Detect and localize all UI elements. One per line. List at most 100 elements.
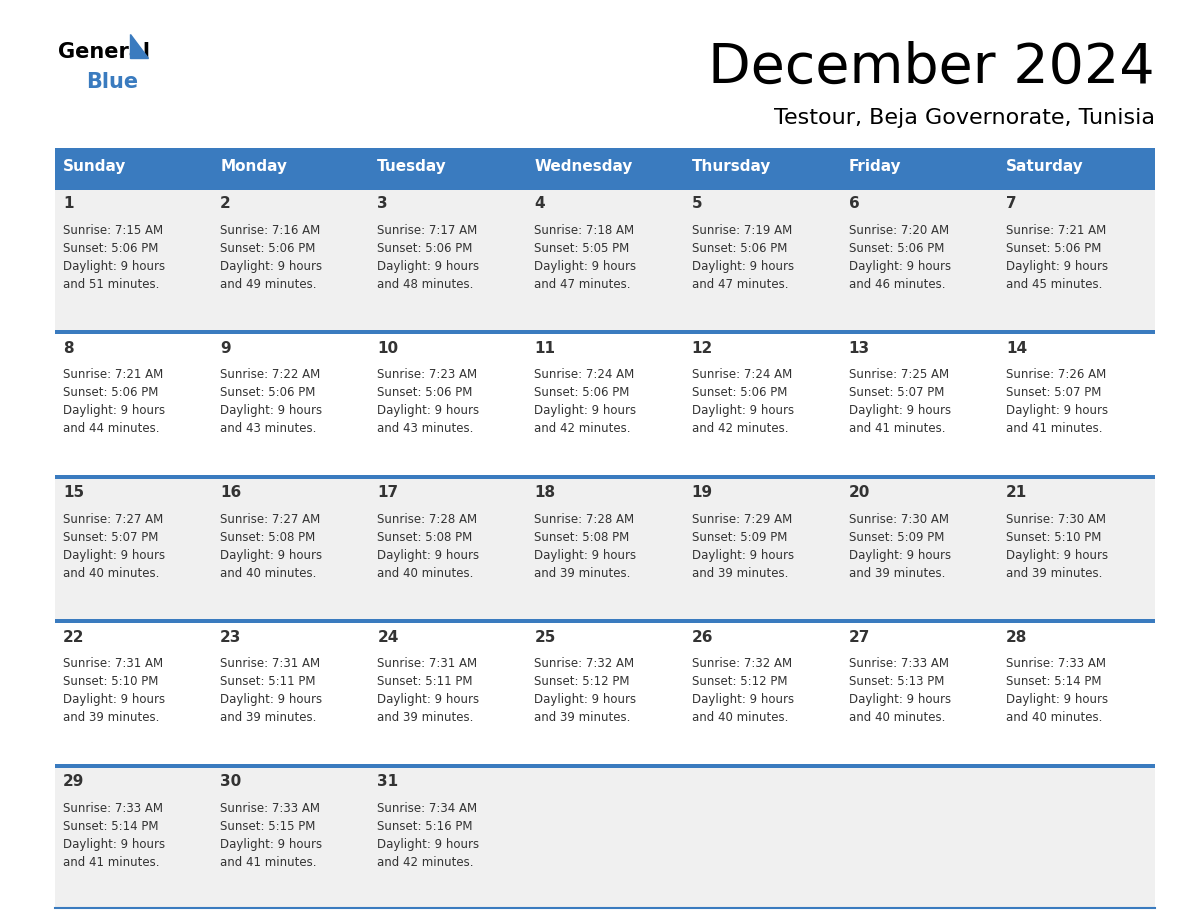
Text: Monday: Monday	[220, 160, 287, 174]
Text: Sunset: 5:06 PM: Sunset: 5:06 PM	[220, 242, 316, 255]
Bar	[55, 190, 213, 330]
Text: and 39 minutes.: and 39 minutes.	[691, 566, 788, 580]
Text: Sunset: 5:05 PM: Sunset: 5:05 PM	[535, 242, 630, 255]
Bar	[683, 479, 841, 620]
Text: 15: 15	[63, 486, 84, 500]
Bar	[526, 623, 683, 764]
Text: Sunset: 5:06 PM: Sunset: 5:06 PM	[378, 242, 473, 255]
Bar	[526, 148, 683, 186]
Text: Sunrise: 7:30 AM: Sunrise: 7:30 AM	[1006, 513, 1106, 526]
Text: 1: 1	[63, 196, 74, 211]
Text: 10: 10	[378, 341, 398, 356]
Text: and 41 minutes.: and 41 minutes.	[848, 422, 946, 435]
Text: Sunrise: 7:32 AM: Sunrise: 7:32 AM	[691, 657, 791, 670]
Text: and 41 minutes.: and 41 minutes.	[63, 856, 159, 868]
Text: Sunrise: 7:34 AM: Sunrise: 7:34 AM	[378, 801, 478, 814]
Text: and 42 minutes.: and 42 minutes.	[691, 422, 788, 435]
Text: Tuesday: Tuesday	[378, 160, 447, 174]
Text: Sunrise: 7:33 AM: Sunrise: 7:33 AM	[848, 657, 949, 670]
Text: and 39 minutes.: and 39 minutes.	[848, 566, 946, 580]
Text: Sunset: 5:06 PM: Sunset: 5:06 PM	[63, 242, 158, 255]
Text: and 39 minutes.: and 39 minutes.	[378, 711, 474, 724]
Text: 16: 16	[220, 486, 241, 500]
Text: Sunday: Sunday	[63, 160, 126, 174]
Text: Daylight: 9 hours: Daylight: 9 hours	[691, 693, 794, 706]
Text: 23: 23	[220, 630, 241, 644]
Text: Daylight: 9 hours: Daylight: 9 hours	[1006, 260, 1108, 273]
Text: and 42 minutes.: and 42 minutes.	[378, 856, 474, 868]
Text: and 40 minutes.: and 40 minutes.	[1006, 711, 1102, 724]
Text: Sunset: 5:08 PM: Sunset: 5:08 PM	[535, 531, 630, 543]
Text: Daylight: 9 hours: Daylight: 9 hours	[220, 260, 322, 273]
Text: Sunset: 5:16 PM: Sunset: 5:16 PM	[378, 820, 473, 833]
Text: Sunset: 5:09 PM: Sunset: 5:09 PM	[848, 531, 944, 543]
Text: Sunrise: 7:31 AM: Sunrise: 7:31 AM	[378, 657, 478, 670]
Text: Saturday: Saturday	[1006, 160, 1083, 174]
Text: 26: 26	[691, 630, 713, 644]
Text: 31: 31	[378, 774, 398, 789]
Text: 25: 25	[535, 630, 556, 644]
Text: Sunrise: 7:28 AM: Sunrise: 7:28 AM	[378, 513, 478, 526]
Bar	[998, 190, 1155, 330]
Bar	[55, 330, 1155, 334]
Bar	[998, 334, 1155, 475]
Bar	[841, 190, 998, 330]
Text: Friday: Friday	[848, 160, 902, 174]
Text: Sunrise: 7:27 AM: Sunrise: 7:27 AM	[220, 513, 321, 526]
Text: Sunset: 5:10 PM: Sunset: 5:10 PM	[63, 676, 158, 688]
Text: Sunset: 5:06 PM: Sunset: 5:06 PM	[848, 242, 944, 255]
Bar	[213, 623, 369, 764]
Text: Sunrise: 7:31 AM: Sunrise: 7:31 AM	[63, 657, 163, 670]
Text: Daylight: 9 hours: Daylight: 9 hours	[378, 405, 480, 418]
Bar	[841, 334, 998, 475]
Text: Sunrise: 7:28 AM: Sunrise: 7:28 AM	[535, 513, 634, 526]
Text: Daylight: 9 hours: Daylight: 9 hours	[691, 549, 794, 562]
Text: Daylight: 9 hours: Daylight: 9 hours	[848, 405, 950, 418]
Bar	[841, 479, 998, 620]
Text: Daylight: 9 hours: Daylight: 9 hours	[691, 260, 794, 273]
Bar	[55, 186, 1155, 190]
Text: and 39 minutes.: and 39 minutes.	[535, 566, 631, 580]
Text: Daylight: 9 hours: Daylight: 9 hours	[1006, 549, 1108, 562]
Text: Sunset: 5:11 PM: Sunset: 5:11 PM	[378, 676, 473, 688]
Text: and 51 minutes.: and 51 minutes.	[63, 278, 159, 291]
Text: and 44 minutes.: and 44 minutes.	[63, 422, 159, 435]
Text: and 43 minutes.: and 43 minutes.	[220, 422, 316, 435]
Text: Daylight: 9 hours: Daylight: 9 hours	[63, 837, 165, 851]
Text: Sunset: 5:06 PM: Sunset: 5:06 PM	[1006, 242, 1101, 255]
Bar	[998, 148, 1155, 186]
Text: Sunset: 5:11 PM: Sunset: 5:11 PM	[220, 676, 316, 688]
Bar	[998, 767, 1155, 908]
Polygon shape	[129, 34, 148, 58]
Text: Daylight: 9 hours: Daylight: 9 hours	[535, 405, 637, 418]
Text: Sunrise: 7:24 AM: Sunrise: 7:24 AM	[691, 368, 792, 381]
Text: Sunrise: 7:32 AM: Sunrise: 7:32 AM	[535, 657, 634, 670]
Bar	[369, 148, 526, 186]
Text: and 40 minutes.: and 40 minutes.	[220, 566, 316, 580]
Text: and 48 minutes.: and 48 minutes.	[378, 278, 474, 291]
Text: and 45 minutes.: and 45 minutes.	[1006, 278, 1102, 291]
Text: Testour, Beja Governorate, Tunisia: Testour, Beja Governorate, Tunisia	[775, 108, 1155, 128]
Text: Sunrise: 7:27 AM: Sunrise: 7:27 AM	[63, 513, 163, 526]
Text: Sunrise: 7:21 AM: Sunrise: 7:21 AM	[1006, 224, 1106, 237]
Text: and 49 minutes.: and 49 minutes.	[220, 278, 317, 291]
Text: 14: 14	[1006, 341, 1026, 356]
Text: Daylight: 9 hours: Daylight: 9 hours	[535, 693, 637, 706]
Bar	[369, 767, 526, 908]
Text: Daylight: 9 hours: Daylight: 9 hours	[63, 693, 165, 706]
Text: Sunset: 5:07 PM: Sunset: 5:07 PM	[63, 531, 158, 543]
Text: and 41 minutes.: and 41 minutes.	[220, 856, 317, 868]
Text: 4: 4	[535, 196, 545, 211]
Text: Sunset: 5:06 PM: Sunset: 5:06 PM	[63, 386, 158, 399]
Text: Sunrise: 7:33 AM: Sunrise: 7:33 AM	[1006, 657, 1106, 670]
Text: 20: 20	[848, 486, 870, 500]
Text: Sunrise: 7:33 AM: Sunrise: 7:33 AM	[220, 801, 320, 814]
Text: 30: 30	[220, 774, 241, 789]
Bar	[526, 767, 683, 908]
Text: December 2024: December 2024	[708, 41, 1155, 95]
Text: 19: 19	[691, 486, 713, 500]
Bar	[369, 623, 526, 764]
Text: 28: 28	[1006, 630, 1028, 644]
Text: Sunset: 5:13 PM: Sunset: 5:13 PM	[848, 676, 944, 688]
Bar	[683, 767, 841, 908]
